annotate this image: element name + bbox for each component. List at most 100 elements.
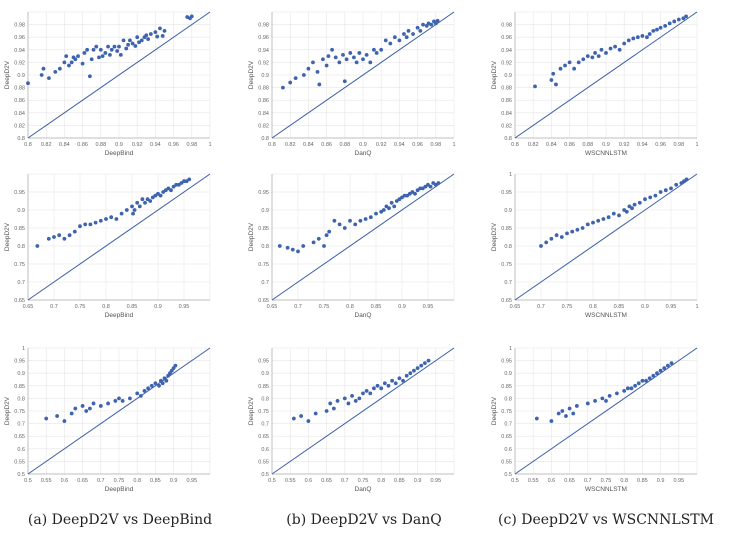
data-point — [328, 401, 333, 406]
x-tick-label: 0.98 — [430, 142, 441, 148]
y-tick-label: 0.98 — [258, 23, 269, 29]
x-tick-label: 0.86 — [321, 142, 332, 148]
x-tick-label: 0.95 — [186, 478, 197, 484]
data-point — [88, 222, 93, 227]
y-tick-label: 0.8 — [261, 396, 269, 402]
data-point — [572, 66, 577, 71]
y-tick-label: 0.75 — [258, 409, 269, 415]
y-tick-label: 0.85 — [14, 384, 25, 390]
data-point — [128, 396, 132, 401]
data-point — [658, 368, 663, 373]
data-point — [62, 60, 67, 65]
x-tick-label: 0.75 — [562, 304, 573, 310]
data-point — [630, 206, 634, 211]
data-point — [103, 51, 108, 55]
x-tick-label: 0.9 — [641, 304, 649, 310]
x-tick-label: 0.9 — [170, 478, 178, 484]
data-point — [361, 57, 365, 62]
data-point — [645, 35, 649, 40]
data-point — [80, 61, 85, 66]
y-tick-label: 0.65 — [14, 298, 25, 304]
y-tick-label: 0.94 — [14, 48, 25, 54]
data-point — [350, 393, 354, 398]
data-point — [604, 399, 608, 403]
data-point — [113, 399, 118, 403]
data-point — [306, 66, 311, 71]
data-point — [46, 236, 51, 241]
data-point — [135, 391, 140, 396]
data-point — [665, 363, 670, 368]
data-point — [607, 393, 612, 398]
data-point — [601, 217, 606, 221]
data-point — [575, 227, 580, 232]
scatter-panel-a1: 0.8 0.82 0.84 0.86 0.88 0.9 0.92 0.94 0.96 0.98 1 0… — [4, 11, 212, 157]
data-point — [663, 188, 668, 193]
data-point — [565, 231, 569, 236]
scatter-panel-b3: 0.5 0.55 0.6 0.65 0.7 0.75 0.8 0.85 0.9 0.95 0.5 0.… — [248, 347, 455, 493]
x-tick-label: 0.8 — [620, 478, 628, 484]
data-point — [143, 200, 147, 205]
data-point — [644, 378, 648, 383]
data-point — [633, 383, 638, 388]
data-point — [93, 220, 98, 225]
data-point — [80, 404, 85, 408]
data-point — [133, 44, 138, 48]
data-point — [387, 206, 391, 211]
diagonal-line — [514, 347, 698, 475]
data-point — [132, 208, 137, 212]
diagonal-line — [27, 11, 211, 139]
data-point — [418, 186, 423, 191]
diagonal-line — [271, 11, 455, 139]
data-point — [372, 386, 376, 391]
data-point — [554, 233, 559, 238]
y-tick-label: 0.8 — [17, 244, 25, 250]
y-tick-label: 0.8 — [17, 136, 25, 142]
y-tick-label: 0.55 — [14, 459, 25, 465]
data-point — [344, 57, 349, 62]
data-point — [392, 35, 397, 40]
scatter-panel-a2: 0.65 0.7 0.75 0.8 0.85 0.9 0.95 0.65 0.7 0.75 0.8 0… — [4, 173, 211, 319]
x-tick-label: 0.7 — [537, 304, 545, 310]
diagonal-line — [514, 11, 698, 139]
data-point — [435, 18, 440, 23]
data-point — [341, 52, 345, 57]
data-point — [643, 197, 647, 202]
y-tick-label: 0.88 — [258, 86, 269, 92]
data-point — [164, 378, 169, 383]
data-point — [281, 85, 285, 90]
y-tick-label: 0.9 — [17, 371, 25, 377]
scatter-panel-b2: 0.65 0.7 0.75 0.8 0.85 0.9 0.95 0.65 0.7 0.75 0.8 0… — [248, 173, 455, 319]
data-point — [681, 16, 686, 21]
data-point — [600, 396, 605, 401]
y-tick-label: 0.5 — [261, 472, 269, 478]
y-tick-label: 0.9 — [261, 371, 269, 377]
data-point — [564, 414, 568, 418]
scatter-panel-a3: 0.5 0.55 0.6 0.65 0.7 0.75 0.8 0.85 0.9 0.95 0.5 0.… — [4, 346, 211, 493]
y-tick-label: 0.95 — [258, 190, 269, 196]
data-point — [89, 57, 94, 62]
data-point — [655, 27, 659, 32]
diagonal-line — [514, 173, 698, 301]
data-point — [106, 44, 110, 49]
x-axis-label: DeepBind — [105, 150, 134, 157]
data-point — [558, 66, 563, 71]
data-point — [364, 388, 369, 393]
y-axis-label: DeepD2V — [248, 60, 255, 89]
y-tick-label: 0.8 — [261, 136, 269, 142]
x-tick-label: 0.9 — [657, 478, 665, 484]
data-point — [140, 197, 145, 202]
data-point — [585, 54, 590, 58]
y-tick-label: 0.82 — [501, 123, 512, 129]
x-tick-label: 0.75 — [601, 478, 612, 484]
data-point — [73, 57, 78, 62]
x-tick-label: 1 — [695, 304, 698, 310]
data-point — [662, 366, 667, 371]
x-axis-label: DanQ — [355, 486, 372, 493]
data-point — [418, 29, 423, 33]
data-point — [69, 411, 74, 416]
data-point — [301, 244, 306, 248]
data-point — [291, 416, 296, 421]
x-tick-label: 0.65 — [321, 478, 332, 484]
data-point — [342, 396, 347, 401]
data-point — [669, 186, 673, 191]
